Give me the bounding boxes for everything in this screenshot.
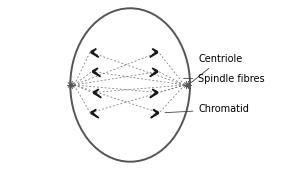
Text: Spindle fibres: Spindle fibres (184, 74, 265, 84)
Polygon shape (153, 110, 158, 114)
Polygon shape (92, 71, 100, 76)
Polygon shape (151, 112, 158, 118)
Polygon shape (93, 92, 101, 98)
Polygon shape (153, 68, 158, 72)
Polygon shape (91, 49, 96, 53)
Polygon shape (150, 52, 158, 57)
Polygon shape (92, 68, 98, 72)
Polygon shape (153, 49, 158, 53)
Polygon shape (153, 89, 158, 93)
Polygon shape (150, 92, 158, 98)
Polygon shape (91, 112, 98, 118)
Text: Chromatid: Chromatid (165, 104, 249, 114)
Text: Centriole: Centriole (191, 54, 243, 82)
Polygon shape (91, 52, 98, 57)
Polygon shape (150, 71, 158, 76)
Polygon shape (91, 110, 96, 114)
Polygon shape (93, 89, 99, 93)
